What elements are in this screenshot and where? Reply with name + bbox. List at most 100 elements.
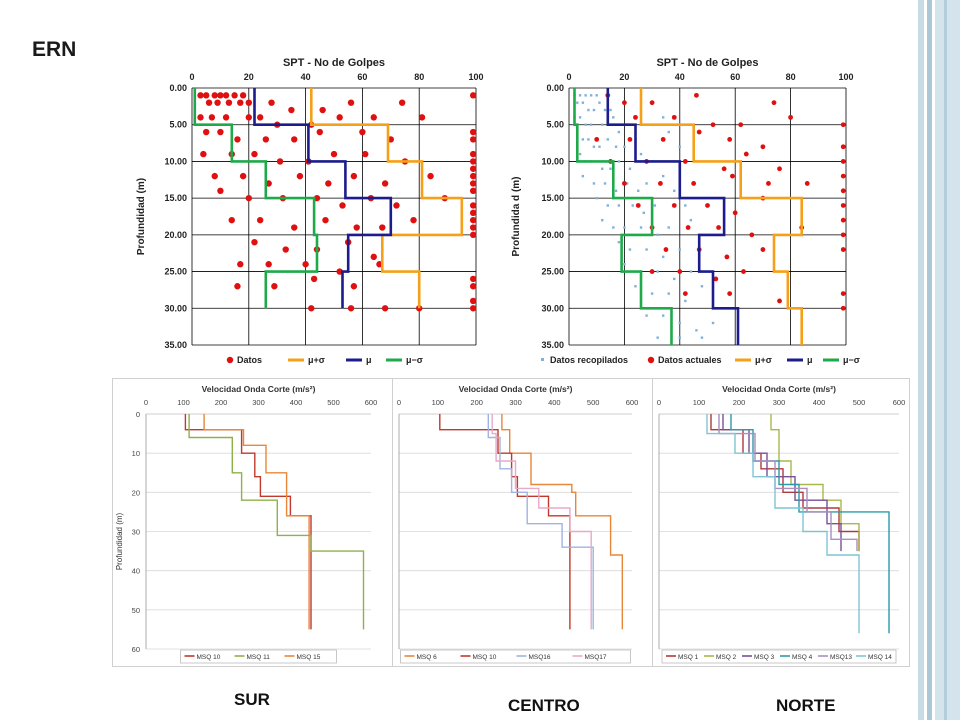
data-point bbox=[840, 122, 846, 128]
x-tick-label: 0 bbox=[144, 398, 148, 407]
x-tick-label: 40 bbox=[301, 72, 311, 82]
vs-chart-sur: Velocidad Onda Corte (m/s²)0 100 200 300 400… bbox=[115, 384, 377, 664]
data-point-recopilado bbox=[678, 145, 681, 148]
data-point bbox=[203, 128, 210, 136]
x-tick-label: 100 bbox=[468, 72, 483, 82]
chart-title: Velocidad Onda Corte (m/s²) bbox=[202, 384, 316, 394]
data-point-recopilado bbox=[684, 204, 687, 207]
series-line bbox=[770, 414, 860, 552]
data-point-recopilado bbox=[617, 241, 621, 244]
x-tick-label: 600 bbox=[893, 398, 906, 407]
data-point-recopilado bbox=[609, 108, 612, 112]
data-point bbox=[741, 269, 746, 274]
data-point bbox=[291, 136, 298, 143]
x-tick-label: 200 bbox=[215, 398, 228, 407]
data-point bbox=[771, 100, 777, 106]
data-point bbox=[777, 298, 782, 304]
data-point bbox=[222, 114, 230, 121]
data-point bbox=[840, 173, 846, 179]
x-tick-label: 400 bbox=[290, 398, 303, 407]
legend-label: Datos bbox=[237, 355, 262, 365]
data-point-recopilado bbox=[592, 145, 596, 148]
data-point bbox=[469, 283, 477, 290]
data-point-recopilado bbox=[639, 226, 643, 229]
y-tick-label: 15.00 bbox=[541, 193, 564, 203]
data-point bbox=[840, 217, 846, 223]
x-tick-label: 100 bbox=[693, 398, 706, 407]
legend-label: MSQ16 bbox=[529, 654, 551, 661]
data-point-recopilado bbox=[617, 204, 621, 207]
data-point-recopilado bbox=[584, 94, 587, 97]
data-point bbox=[682, 159, 688, 164]
data-point bbox=[234, 136, 241, 143]
legend-label: MSQ 6 bbox=[417, 654, 438, 661]
series-line bbox=[184, 414, 312, 630]
data-point-recopilado bbox=[625, 182, 629, 185]
y-tick-label: 25.00 bbox=[541, 267, 564, 277]
region-label-centro: CENTRO bbox=[508, 696, 580, 715]
spt-chart-left: SPT - No de Golpes Profundidad (m) 0 20 40 60… bbox=[136, 57, 484, 365]
data-point-recopilado bbox=[642, 211, 645, 215]
data-point bbox=[469, 136, 477, 143]
legend-label: μ bbox=[807, 355, 813, 365]
y-tick-label: 50 bbox=[132, 606, 140, 615]
y-tick-label: 30.00 bbox=[541, 303, 564, 313]
data-point bbox=[730, 173, 735, 179]
spt-chart-right-panel: SPT - No de Golpes Profundida d (m) 0 20 40 6… bbox=[505, 50, 870, 372]
x-tick-label: 500 bbox=[853, 398, 866, 407]
data-point bbox=[469, 92, 477, 99]
series-line bbox=[193, 88, 319, 309]
data-point bbox=[804, 181, 810, 186]
data-point bbox=[622, 181, 627, 186]
data-point bbox=[658, 181, 663, 186]
data-point bbox=[840, 159, 846, 164]
data-point bbox=[469, 172, 477, 180]
data-point-recopilado bbox=[609, 167, 612, 170]
series-line bbox=[730, 414, 890, 634]
data-point bbox=[217, 128, 224, 136]
data-point bbox=[322, 216, 329, 224]
data-point bbox=[359, 128, 366, 136]
data-point bbox=[469, 165, 477, 172]
data-point bbox=[469, 180, 477, 187]
data-point-recopilado bbox=[587, 138, 590, 141]
legend-label: μ−σ bbox=[406, 355, 423, 365]
data-point-recopilado bbox=[678, 321, 681, 325]
data-point-recopilado bbox=[634, 285, 637, 288]
data-point bbox=[245, 194, 252, 202]
data-point bbox=[469, 305, 477, 312]
data-point-recopilado bbox=[689, 218, 693, 222]
data-point bbox=[217, 92, 224, 99]
series-line bbox=[310, 88, 464, 309]
data-point bbox=[710, 122, 716, 128]
data-point-recopilado bbox=[603, 182, 607, 185]
data-point bbox=[211, 172, 218, 180]
x-tick-label: 80 bbox=[414, 72, 424, 82]
data-point-recopilado bbox=[595, 94, 598, 97]
data-point-recopilado bbox=[667, 292, 670, 295]
legend-label: MSQ 3 bbox=[754, 654, 775, 661]
data-point bbox=[398, 99, 406, 106]
x-tick-label: 300 bbox=[509, 398, 522, 407]
data-point-recopilado bbox=[639, 152, 643, 156]
x-tick-label: 500 bbox=[587, 398, 600, 407]
data-point-recopilado bbox=[645, 248, 648, 251]
y-axis-label: Profundidad (m) bbox=[136, 178, 147, 255]
data-point-recopilado bbox=[667, 226, 670, 229]
data-point bbox=[310, 275, 318, 283]
data-point-recopilado bbox=[603, 108, 607, 112]
data-point-recopilado bbox=[700, 336, 704, 339]
x-tick-label: 400 bbox=[548, 398, 561, 407]
data-point bbox=[379, 224, 386, 231]
x-tick-label: 200 bbox=[470, 398, 483, 407]
data-point-recopilado bbox=[650, 292, 654, 295]
data-point bbox=[469, 202, 477, 209]
region-label-sur: SUR bbox=[234, 690, 270, 709]
chart-title: SPT - No de Golpes bbox=[283, 57, 385, 69]
series-line bbox=[491, 414, 592, 630]
data-point-recopilado bbox=[581, 101, 585, 104]
data-point bbox=[381, 305, 389, 312]
data-point bbox=[749, 232, 755, 238]
data-point bbox=[208, 114, 216, 121]
data-point bbox=[205, 99, 213, 106]
